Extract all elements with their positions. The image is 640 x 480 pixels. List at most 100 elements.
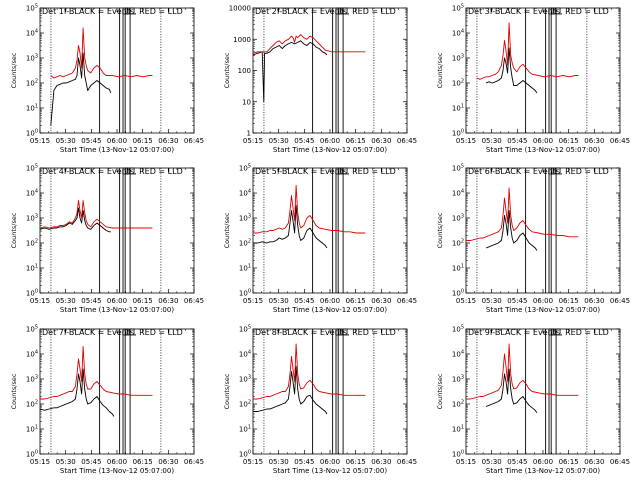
y-tick-label: 102 (452, 79, 464, 88)
x-tick-label: 06:15 (133, 297, 153, 305)
marker-flag (130, 167, 135, 175)
y-tick-label: 104 (26, 350, 38, 359)
x-tick-label: 06:15 (559, 458, 579, 466)
chart-panel-8: 100 101 102 103 104 105 05:15 05:30 05:45 06:00 06… (223, 325, 417, 476)
marker-flag (336, 7, 341, 15)
y-tick-label: 1000 (233, 36, 251, 44)
y-tick-label: 102 (26, 239, 38, 248)
x-tick-label: 06:30 (584, 297, 604, 305)
y-tick-label: 100 (26, 450, 38, 459)
x-axis-label: Start Time (13-Nov-12 05:07:00) (273, 146, 387, 154)
marker-flag (549, 7, 554, 15)
x-tick-label: 05:45 (507, 458, 527, 466)
y-tick-label: 100 (26, 289, 38, 298)
y-tick-label: 103 (239, 375, 251, 384)
marker-flag (336, 328, 341, 336)
chart-panel-3: 100 101 102 103 104 105 05:15 05:30 05:45 06:00 06… (436, 4, 630, 155)
chart-panel-1: 100 101 102 103 104 105 05:15 05:30 05:45 06:00 06… (10, 4, 204, 155)
x-tick-label: 05:30 (482, 458, 502, 466)
plot-frame (39, 167, 195, 294)
lld-series-line (476, 22, 579, 80)
x-tick-label: 06:15 (346, 297, 366, 305)
events-series-line (50, 52, 112, 126)
x-tick-label: 05:45 (81, 137, 101, 145)
marker-flag (130, 7, 135, 15)
y-axis-label: Counts/sec (223, 373, 231, 409)
events-series-line (39, 368, 115, 417)
marker-flag (125, 167, 130, 175)
chart-title: Det 9f-BLACK = Events, RED = LLD (468, 328, 609, 337)
plot-frame (252, 328, 408, 455)
x-axis-label: Start Time (13-Nov-12 05:07:00) (60, 146, 174, 154)
marker-flag (336, 167, 341, 175)
x-tick-label: 05:15 (243, 297, 263, 305)
y-tick-label: 104 (239, 350, 251, 359)
x-tick-label: 05:30 (56, 458, 76, 466)
x-tick-label: 06:45 (397, 137, 417, 145)
x-tick-label: 06:00 (320, 137, 340, 145)
x-tick-label: 05:45 (294, 297, 314, 305)
y-tick-label: 104 (452, 189, 464, 198)
marker-flag (130, 328, 135, 336)
y-axis-label: Counts/sec (436, 373, 444, 409)
x-tick-label: 06:15 (346, 458, 366, 466)
y-tick-label: 101 (26, 264, 38, 273)
marker-flag (338, 328, 343, 336)
y-tick-label: 103 (26, 375, 38, 384)
marker-flag (551, 328, 556, 336)
chart-title: Det 5f-BLACK = Events, RED = LLD (255, 167, 396, 176)
events-series-line (253, 366, 328, 415)
x-tick-label: 06:15 (133, 137, 153, 145)
y-tick-label: 100 (238, 67, 251, 75)
x-tick-label: 06:00 (107, 137, 127, 145)
chart-panel-7: 100 101 102 103 104 105 05:15 05:30 05:45 06:00 06… (10, 325, 204, 476)
y-tick-label: 100 (452, 289, 464, 298)
y-tick-label: 102 (239, 400, 251, 409)
chart-title: Det 8f-BLACK = Events, RED = LLD (255, 328, 396, 337)
plot-frame (252, 7, 408, 134)
x-tick-label: 06:30 (371, 458, 391, 466)
x-tick-label: 06:45 (184, 137, 204, 145)
y-tick-label: 102 (26, 400, 38, 409)
y-tick-label: 101 (452, 264, 464, 273)
x-axis-label: Start Time (13-Nov-12 05:07:00) (60, 467, 174, 475)
x-tick-label: 05:15 (243, 137, 263, 145)
x-tick-label: 05:30 (482, 137, 502, 145)
x-axis-label: Start Time (13-Nov-12 05:07:00) (486, 306, 600, 314)
plot-frame (465, 7, 621, 134)
y-tick-label: 105 (26, 325, 38, 334)
y-tick-label: 103 (26, 214, 38, 223)
lld-series-line (50, 27, 153, 79)
y-tick-label: 103 (26, 54, 38, 63)
lld-series-line (253, 185, 366, 234)
y-tick-label: 100 (239, 450, 251, 459)
x-tick-label: 05:15 (456, 297, 476, 305)
x-tick-label: 05:15 (456, 458, 476, 466)
x-tick-label: 05:30 (269, 137, 289, 145)
x-tick-label: 06:30 (158, 458, 178, 466)
y-tick-label: 105 (452, 325, 464, 334)
y-axis-label: Counts/sec (223, 52, 231, 88)
plot-frame (39, 7, 195, 134)
chart-title: Det 1f-BLACK = Events, RED = LLD (42, 7, 183, 16)
y-tick-label: 101 (26, 425, 38, 434)
x-tick-label: 06:45 (610, 458, 630, 466)
y-tick-label: 10000 (229, 5, 251, 13)
y-tick-label: 10 (242, 98, 251, 106)
marker-flag (343, 7, 348, 15)
y-tick-label: 104 (452, 29, 464, 38)
x-tick-label: 06:15 (559, 137, 579, 145)
y-tick-label: 1 (247, 130, 251, 138)
chart-panel-6: 100 101 102 103 104 105 05:15 05:30 05:45 06:00 06… (436, 164, 630, 315)
lld-series-line (40, 346, 153, 400)
x-tick-label: 06:45 (184, 458, 204, 466)
events-series-line (252, 40, 328, 103)
y-tick-label: 103 (452, 54, 464, 63)
chart-title: Det 6f-BLACK = Events, RED = LLD (468, 167, 609, 176)
lld-series-line (39, 200, 153, 229)
y-axis-label: Counts/sec (436, 212, 444, 248)
marker-flag (551, 7, 556, 15)
marker-flag (125, 328, 130, 336)
y-tick-label: 101 (452, 425, 464, 434)
